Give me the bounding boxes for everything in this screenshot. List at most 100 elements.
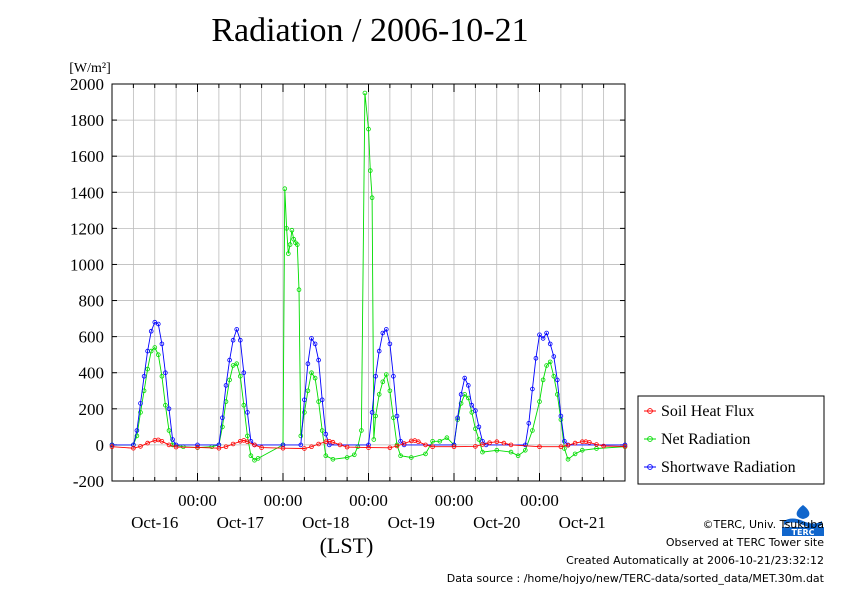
data-point <box>380 379 386 385</box>
data-point <box>230 363 236 368</box>
data-point <box>309 444 314 450</box>
data-point <box>245 433 250 439</box>
chart-title: Radiation / 2006-10-21 <box>211 12 529 49</box>
data-point <box>152 319 158 325</box>
data-point <box>376 348 382 354</box>
data-point <box>296 287 302 293</box>
data-point <box>458 401 464 406</box>
data-point <box>401 442 407 448</box>
data-point <box>501 440 507 446</box>
legend-label: Soil Heat Flux <box>661 403 754 420</box>
data-point <box>572 451 578 457</box>
data-point <box>234 361 240 367</box>
data-point <box>476 424 482 430</box>
y-tick-label: 600 <box>79 328 105 347</box>
data-point <box>302 410 307 415</box>
data-point <box>455 415 460 421</box>
x-time-label: 00:00 <box>520 491 559 510</box>
data-point <box>312 341 318 347</box>
data-point <box>220 415 225 421</box>
y-axis-label: [W/m²] <box>69 61 111 76</box>
data-point <box>622 444 628 449</box>
data-point <box>309 336 314 341</box>
data-point <box>562 438 567 444</box>
data-point <box>391 373 396 379</box>
data-point <box>558 413 564 419</box>
legend-label: Shortwave Radiation <box>661 459 796 476</box>
data-point <box>416 439 421 445</box>
data-point <box>383 372 389 377</box>
data-point <box>622 442 628 448</box>
data-point <box>319 397 325 403</box>
data-point <box>362 90 368 96</box>
data-point <box>138 401 143 406</box>
data-point <box>572 440 578 446</box>
data-point <box>166 406 172 412</box>
x-time-label: 00:00 <box>435 491 474 510</box>
y-tick-label: 400 <box>79 364 105 383</box>
data-point <box>223 444 229 450</box>
data-point <box>166 442 172 448</box>
data-point <box>369 195 375 201</box>
data-point <box>316 357 321 363</box>
data-point <box>282 186 288 192</box>
data-point <box>312 375 318 381</box>
x-day-label: Oct-16 <box>131 513 178 532</box>
data-point <box>252 442 257 448</box>
data-point <box>230 441 236 447</box>
y-tick-label: 800 <box>79 292 105 311</box>
data-point <box>344 455 350 460</box>
x-axis-label: (LST) <box>320 533 374 558</box>
y-tick-label: 1600 <box>70 147 104 166</box>
data-point <box>508 442 514 448</box>
data-point <box>423 442 428 448</box>
data-point <box>540 377 546 383</box>
x-time-label: 00:00 <box>178 491 217 510</box>
data-point <box>223 383 229 388</box>
data-point <box>540 336 546 341</box>
x-day-label: Oct-20 <box>473 513 520 532</box>
y-tick-label: -200 <box>73 472 104 491</box>
data-point <box>159 373 165 379</box>
data-point <box>562 446 567 451</box>
y-tick-label: 1400 <box>70 183 104 202</box>
data-point <box>480 449 485 455</box>
data-point <box>376 392 382 397</box>
data-point <box>159 438 165 444</box>
data-point <box>330 456 336 462</box>
series-line <box>111 439 626 449</box>
data-point <box>195 442 200 448</box>
data-point <box>298 433 304 439</box>
data-point <box>252 457 257 463</box>
data-point <box>323 431 329 437</box>
y-tick-label: 0 <box>96 436 105 455</box>
data-point <box>302 397 307 403</box>
data-point <box>373 373 378 379</box>
legend-marker <box>647 436 653 442</box>
data-point <box>547 341 553 347</box>
data-point <box>380 330 386 336</box>
data-point <box>533 355 539 361</box>
data-point <box>369 410 375 415</box>
data-point <box>255 456 261 461</box>
data-point <box>131 442 136 448</box>
data-point <box>480 442 485 447</box>
data-point <box>287 242 293 247</box>
data-point <box>476 437 482 442</box>
data-point <box>367 168 373 173</box>
data-point <box>305 361 311 367</box>
data-point <box>259 445 264 450</box>
data-point <box>145 348 150 354</box>
data-point <box>544 330 549 336</box>
x-day-label: Oct-17 <box>217 513 265 532</box>
y-tick-label: 200 <box>79 400 105 419</box>
data-point <box>294 242 300 247</box>
data-point <box>522 447 528 453</box>
data-point <box>241 402 247 408</box>
data-point <box>145 440 150 446</box>
data-point <box>344 444 350 450</box>
data-point <box>558 444 564 450</box>
data-point <box>351 452 357 458</box>
data-point <box>430 438 435 444</box>
